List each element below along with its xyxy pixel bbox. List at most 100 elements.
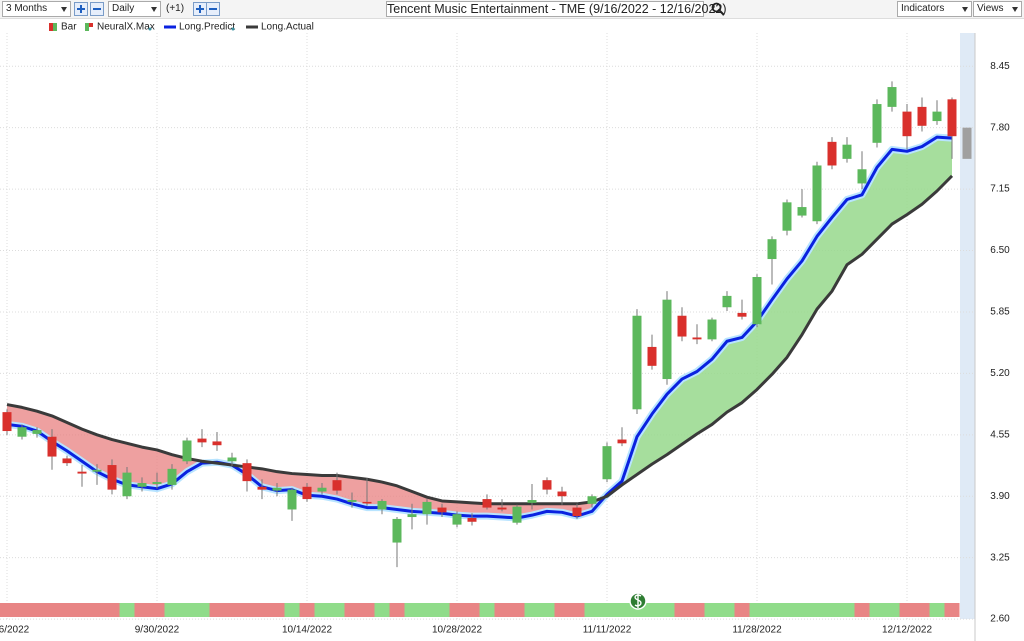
candle-body — [557, 491, 567, 497]
signal-cell — [464, 603, 480, 617]
candle-body — [362, 501, 372, 504]
spread-fill — [907, 146, 922, 215]
candle-body — [107, 465, 117, 490]
signal-cell — [944, 603, 960, 617]
spread-fill — [817, 217, 832, 310]
candle-body — [692, 337, 702, 340]
forecast-bar — [962, 127, 972, 159]
axis-labels: 2.60 3.25 3.90 4.55 5.20 5.85 6.50 7.15 7.80 8.45… — [0, 61, 1010, 636]
candle-body — [152, 482, 162, 484]
candle-body — [857, 169, 867, 184]
signal-cell — [734, 603, 750, 617]
signal-cell — [119, 603, 135, 617]
signal-cell — [494, 603, 510, 617]
signal-cell — [254, 603, 270, 617]
interval-select[interactable]: Daily — [108, 1, 161, 17]
candle-body — [767, 239, 777, 260]
candle-body — [677, 315, 687, 337]
spread-fill — [682, 371, 697, 445]
spread-fill — [772, 278, 787, 375]
candle-body — [782, 202, 792, 231]
signal-cell — [824, 603, 840, 617]
signal-cell — [599, 603, 615, 617]
offset-minus[interactable] — [206, 2, 220, 16]
spread-fill — [787, 260, 802, 358]
spread — [7, 137, 952, 518]
candle-body — [512, 506, 522, 523]
candle-body — [437, 507, 447, 513]
signal-cell — [44, 603, 60, 617]
candle-body — [482, 499, 492, 508]
candle-body — [197, 438, 207, 443]
candle-body — [47, 436, 57, 457]
candle-body — [812, 165, 822, 222]
zoom-out[interactable] — [90, 2, 104, 16]
x-tick-label: 10/28/2022 — [432, 625, 482, 636]
signal-cell — [29, 603, 45, 617]
signal-cell — [689, 603, 705, 617]
candle-body — [257, 486, 267, 490]
candle-body — [827, 141, 837, 166]
candle-body — [587, 496, 597, 504]
signal-cell — [344, 603, 360, 617]
signal-cell — [584, 603, 600, 617]
signal-cell — [644, 603, 660, 617]
signal-cell — [674, 603, 690, 617]
spread-fill — [397, 485, 412, 512]
signal-cell — [314, 603, 330, 617]
signal-cell — [869, 603, 885, 617]
spread-fill — [712, 341, 727, 425]
candle-body — [287, 489, 297, 510]
x-tick-label: 12/12/2022 — [882, 625, 932, 636]
candle-body — [752, 276, 762, 325]
signal-cell — [0, 603, 15, 617]
zoom-in[interactable] — [74, 2, 88, 16]
candle-body — [872, 104, 882, 143]
candle-body — [182, 440, 192, 462]
x-tick-label: 11/28/2022 — [732, 625, 782, 636]
legend-dot — [231, 27, 235, 31]
candle-body — [902, 111, 912, 137]
candle-body — [62, 458, 72, 464]
indicators-select[interactable]: Indicators — [897, 1, 972, 17]
candle-body — [632, 315, 642, 410]
candle-body — [467, 517, 477, 522]
y-tick-label: 8.45 — [990, 61, 1010, 72]
signal-cell — [389, 603, 405, 617]
signal-cell — [539, 603, 555, 617]
candle-body — [887, 87, 897, 107]
candle-body — [212, 441, 222, 446]
chart: Bar NeuralX.Max Long.Predict Long.Actual… — [0, 22, 1010, 641]
signal-cell — [929, 603, 945, 617]
candles — [2, 81, 972, 568]
signal-cell — [749, 603, 765, 617]
signal-cell — [209, 603, 225, 617]
signal-cell — [89, 603, 105, 617]
search-icon[interactable] — [711, 2, 725, 16]
signal-cell — [59, 603, 75, 617]
signal-cell — [164, 603, 180, 617]
chart-title[interactable]: Tencent Music Entertainment - TME (9/16/… — [386, 1, 727, 17]
views-select[interactable]: Views — [973, 1, 1022, 17]
candle-body — [452, 514, 462, 525]
candle-body — [662, 299, 672, 380]
candle-body — [347, 500, 357, 502]
spread-fill — [847, 194, 862, 265]
candle-body — [617, 439, 627, 444]
offset-plus[interactable] — [193, 2, 207, 16]
candle-body — [722, 295, 732, 308]
dividend-icon[interactable] — [629, 592, 647, 610]
signal-cell — [224, 603, 240, 617]
candle-body — [167, 468, 177, 485]
candle-body — [377, 500, 387, 510]
spread-fill — [367, 479, 382, 508]
y-tick-label: 2.60 — [990, 614, 1010, 625]
spread-fill — [742, 321, 757, 403]
signal-cell — [14, 603, 30, 617]
candle-body — [527, 500, 537, 503]
legend-label: Long.Predict — [179, 22, 235, 33]
period-select[interactable]: 3 Months — [2, 1, 71, 17]
signal-cell — [239, 603, 255, 617]
legend-label: NeuralX.Max — [97, 22, 155, 33]
